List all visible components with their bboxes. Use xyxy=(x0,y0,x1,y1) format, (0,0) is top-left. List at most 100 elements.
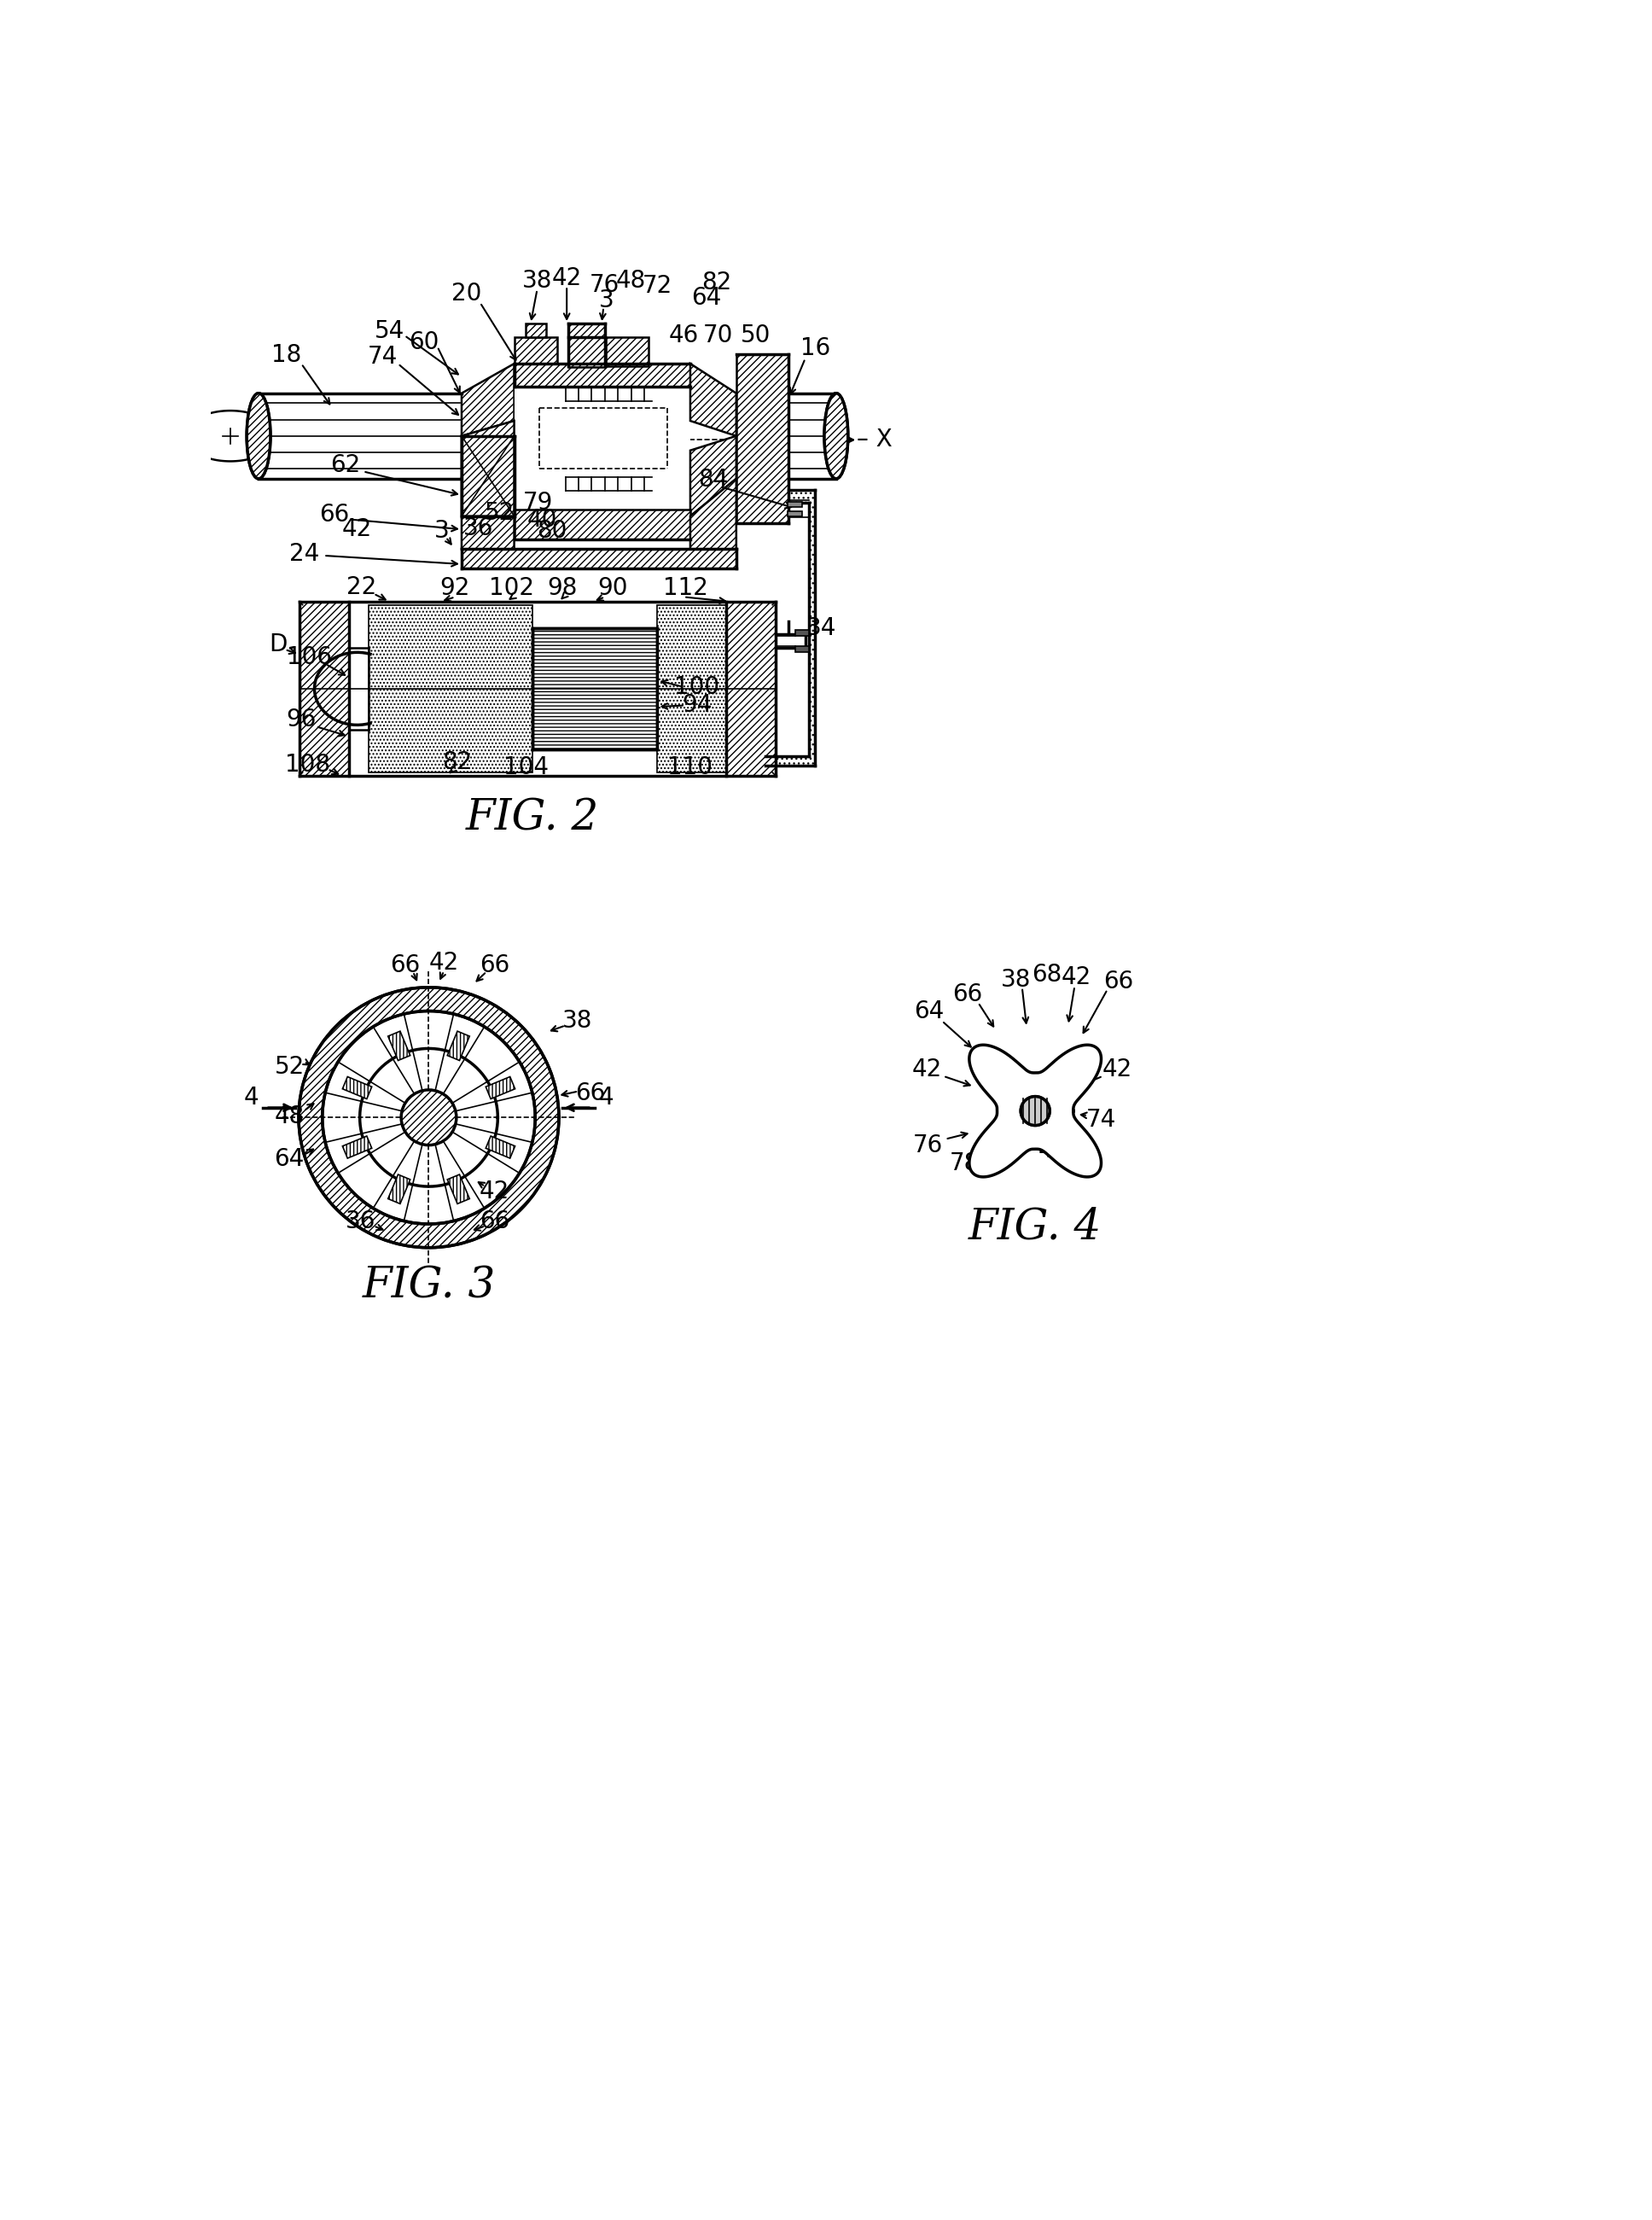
Text: 66: 66 xyxy=(1104,970,1133,992)
Circle shape xyxy=(401,1090,456,1146)
Bar xyxy=(461,548,737,568)
Bar xyxy=(790,393,841,480)
Text: 84: 84 xyxy=(699,468,729,493)
Text: 34: 34 xyxy=(806,615,838,639)
Text: 68: 68 xyxy=(1031,963,1062,988)
Text: 16: 16 xyxy=(800,337,831,360)
Text: 52: 52 xyxy=(484,502,515,524)
Bar xyxy=(368,604,532,773)
Text: 22: 22 xyxy=(347,575,377,599)
Bar xyxy=(727,602,776,775)
Text: 76: 76 xyxy=(996,1137,1026,1161)
Text: 38: 38 xyxy=(562,1008,593,1032)
Text: FIG. 3: FIG. 3 xyxy=(362,1265,496,1308)
Text: 94: 94 xyxy=(682,693,712,717)
Text: 42: 42 xyxy=(430,950,459,975)
Bar xyxy=(525,324,545,337)
Text: 66: 66 xyxy=(390,952,420,977)
Text: 42: 42 xyxy=(479,1179,509,1203)
Text: 98: 98 xyxy=(547,577,577,599)
Text: 106: 106 xyxy=(286,646,332,670)
Text: 3: 3 xyxy=(434,519,449,542)
Text: 38: 38 xyxy=(522,269,552,293)
Text: 60: 60 xyxy=(410,331,439,353)
Bar xyxy=(657,604,727,773)
Ellipse shape xyxy=(824,393,847,480)
Text: 20: 20 xyxy=(451,282,482,306)
Text: 4: 4 xyxy=(598,1086,613,1110)
Bar xyxy=(514,511,691,539)
Text: 42: 42 xyxy=(1062,966,1092,990)
Bar xyxy=(514,364,691,386)
Text: 72: 72 xyxy=(643,273,672,297)
Polygon shape xyxy=(486,1137,515,1159)
Polygon shape xyxy=(691,480,737,548)
Bar xyxy=(795,646,808,653)
Text: 62: 62 xyxy=(330,453,360,477)
Polygon shape xyxy=(691,435,737,515)
Text: 40: 40 xyxy=(1037,1139,1069,1163)
Text: 66: 66 xyxy=(575,1081,605,1106)
Text: 74: 74 xyxy=(1085,1108,1117,1132)
Text: 3: 3 xyxy=(600,289,615,313)
Text: 82: 82 xyxy=(443,750,472,775)
Polygon shape xyxy=(486,1077,515,1099)
Text: 70: 70 xyxy=(702,324,733,346)
Polygon shape xyxy=(448,1030,469,1061)
Text: D: D xyxy=(269,633,287,657)
Bar xyxy=(737,353,790,524)
Bar xyxy=(788,502,801,506)
Polygon shape xyxy=(342,1077,372,1099)
Text: – X: – X xyxy=(856,428,892,453)
Polygon shape xyxy=(388,1174,410,1203)
Text: 48: 48 xyxy=(274,1103,304,1128)
Text: 66: 66 xyxy=(479,952,509,977)
Text: 66: 66 xyxy=(479,1210,509,1234)
Text: 96: 96 xyxy=(286,708,317,733)
Polygon shape xyxy=(342,1137,372,1159)
Text: 40: 40 xyxy=(527,508,557,531)
Bar xyxy=(788,511,801,515)
Ellipse shape xyxy=(246,393,271,480)
Text: 36: 36 xyxy=(464,515,494,539)
Text: 42: 42 xyxy=(552,266,582,291)
Text: 54: 54 xyxy=(375,320,405,342)
Text: 36: 36 xyxy=(345,1210,375,1234)
Bar xyxy=(795,630,808,635)
Text: 80: 80 xyxy=(537,519,567,542)
Polygon shape xyxy=(448,1174,469,1203)
Text: 78: 78 xyxy=(950,1152,980,1174)
Polygon shape xyxy=(970,1046,1102,1177)
Text: 76: 76 xyxy=(590,273,620,297)
Text: 82: 82 xyxy=(702,271,732,295)
Text: 102: 102 xyxy=(489,577,534,599)
Bar xyxy=(514,364,691,515)
Text: FIG. 2: FIG. 2 xyxy=(466,797,600,839)
Text: 79: 79 xyxy=(522,491,553,515)
Text: 76: 76 xyxy=(914,1134,943,1157)
Polygon shape xyxy=(461,364,514,435)
Text: 92: 92 xyxy=(439,577,471,599)
Text: 38: 38 xyxy=(1001,968,1031,992)
Text: 46: 46 xyxy=(669,324,699,346)
Bar xyxy=(532,628,657,750)
Bar xyxy=(606,337,649,366)
Text: 50: 50 xyxy=(740,324,771,346)
Text: 66: 66 xyxy=(953,983,983,1006)
Text: 104: 104 xyxy=(504,755,548,779)
Text: 4: 4 xyxy=(244,1086,259,1110)
Polygon shape xyxy=(388,1030,410,1061)
Text: 24: 24 xyxy=(289,542,319,566)
Text: 42: 42 xyxy=(1102,1057,1132,1081)
Text: 64: 64 xyxy=(692,286,722,311)
Text: 52: 52 xyxy=(274,1054,304,1079)
Text: 74: 74 xyxy=(368,344,398,369)
Text: 112: 112 xyxy=(662,577,709,599)
Ellipse shape xyxy=(824,393,847,480)
Text: 48: 48 xyxy=(616,269,646,293)
Polygon shape xyxy=(691,364,737,435)
Bar xyxy=(299,602,349,775)
Ellipse shape xyxy=(246,393,271,480)
Text: 18: 18 xyxy=(271,344,301,366)
Polygon shape xyxy=(767,491,814,766)
